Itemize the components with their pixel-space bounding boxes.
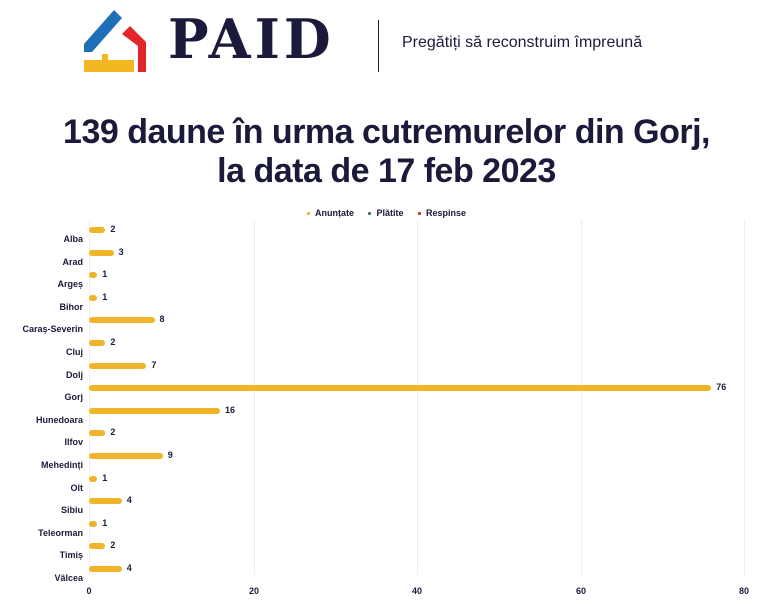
category-label: Mehedinți	[41, 460, 83, 470]
bar-row: 7 Dolj	[0, 360, 773, 382]
bar-anuntate[interactable]	[89, 249, 114, 256]
gridline	[417, 220, 418, 575]
bar-anuntate[interactable]	[89, 475, 98, 482]
tagline: Pregătiți să reconstruim împreună	[402, 34, 643, 51]
bar-value-label: 2	[110, 337, 116, 347]
logo-wordmark: PAID	[168, 7, 335, 71]
bar-value-label: 3	[118, 246, 124, 257]
category-label: Olt	[70, 482, 84, 493]
bar-row: 9 Mehedinți	[0, 450, 773, 472]
header: PAID Pregătiți să reconstruim împreună	[0, 0, 773, 80]
bar-row: 1 Olt	[0, 473, 773, 495]
bar-row: 1 Bihor	[0, 292, 773, 314]
bar-row: 2 Ilfov	[0, 427, 773, 449]
bar-row: 2 Timiș	[0, 540, 773, 562]
bar-row: 76 Gorj	[0, 382, 773, 404]
bar-value-label: 9	[167, 450, 173, 460]
category-label: Dolj	[66, 369, 83, 380]
category-label: Caraș-Severin	[22, 324, 83, 335]
category-label: Ilfov	[64, 437, 83, 448]
bar-anuntate[interactable]	[89, 272, 98, 279]
legend-marker-icon	[368, 212, 372, 216]
bar-row: 16 Hunedoara	[0, 405, 773, 427]
bar-anuntate[interactable]	[89, 566, 122, 572]
chart-legend: Anunțate Plătite Respinse	[0, 208, 773, 218]
legend-label: Plătite	[376, 208, 404, 218]
bar-anuntate[interactable]	[89, 340, 106, 346]
gridline	[581, 220, 582, 575]
category-label: Vâlcea	[54, 573, 83, 583]
legend-label: Anunțate	[314, 208, 354, 218]
bar-row: 1 Teleorman	[0, 518, 773, 540]
bar-anuntate[interactable]	[89, 543, 106, 550]
paid-house-logo-icon	[84, 10, 146, 72]
chart-title: 139 daune în urma cutremurelor din Gorj,…	[0, 113, 773, 191]
bar-anuntate[interactable]	[89, 227, 106, 233]
x-tick: 20	[248, 586, 260, 596]
legend-item-respinse[interactable]: Respinse	[418, 208, 466, 218]
bar-chart: 0 20 40 60 80 2 Alba 3 Arad 1 Argeș 1 Bihor 8 Car…	[0, 220, 773, 600]
bar-row: 1 Argeș	[0, 269, 773, 291]
bar-row: 3 Arad	[0, 247, 773, 269]
bar-value-label: 2	[110, 540, 116, 551]
legend-item-platite[interactable]: Plătite	[368, 208, 403, 218]
bar-anuntate[interactable]	[89, 385, 712, 392]
category-label: Argeș	[57, 279, 83, 290]
x-tick: 80	[738, 586, 750, 596]
bar-value-label: 1	[102, 517, 108, 528]
bar-row: 8 Caraș-Severin	[0, 314, 773, 336]
category-label: Hunedoara	[35, 414, 83, 425]
x-tick: 40	[411, 586, 423, 596]
bar-value-label: 4	[126, 495, 132, 506]
category-label: Arad	[62, 256, 83, 267]
bar-anuntate[interactable]	[89, 520, 98, 527]
x-tick: 60	[575, 586, 587, 596]
legend-marker-icon	[418, 212, 421, 216]
bar-row: 4 Vâlcea	[0, 563, 773, 585]
category-label: Alba	[63, 234, 83, 244]
bar-value-label: 76	[716, 382, 727, 393]
category-label: Sibiu	[61, 505, 83, 516]
bar-value-label: 2	[110, 224, 116, 234]
chart-title-line-1: 139 daune în urma cutremurelor din Gorj,	[63, 113, 710, 151]
category-label: Gorj	[64, 392, 83, 403]
gridline	[89, 220, 90, 575]
bar-anuntate[interactable]	[89, 362, 147, 369]
bar-value-label: 4	[126, 563, 132, 573]
bar-anuntate[interactable]	[89, 294, 98, 301]
bar-anuntate[interactable]	[89, 430, 106, 437]
bar-value-label: 2	[110, 427, 116, 438]
legend-item-anuntate[interactable]: Anunțate	[306, 208, 354, 218]
bar-value-label: 16	[225, 404, 236, 415]
legend-label: Respinse	[426, 208, 467, 218]
x-tick: 0	[86, 586, 92, 596]
bar-value-label: 7	[151, 359, 157, 370]
chart-title-line-2: la data de 17 feb 2023	[217, 152, 556, 190]
bar-row: 2 Alba	[0, 224, 773, 246]
category-label: Bihor	[59, 301, 84, 312]
bar-row: 2 Cluj	[0, 337, 773, 359]
category-label: Timiș	[59, 550, 83, 561]
bar-value-label: 1	[102, 291, 108, 302]
gridline	[744, 220, 745, 575]
bar-anuntate[interactable]	[89, 407, 220, 414]
bar-value-label: 1	[102, 472, 108, 483]
bar-anuntate[interactable]	[89, 498, 122, 505]
bar-anuntate[interactable]	[89, 317, 155, 324]
gridline	[254, 220, 255, 575]
bar-value-label: 8	[159, 314, 165, 325]
logo-divider	[378, 20, 379, 72]
bar-value-label: 1	[102, 269, 108, 280]
bar-row: 4 Sibiu	[0, 495, 773, 517]
legend-marker-icon	[306, 212, 310, 216]
bar-anuntate[interactable]	[89, 453, 163, 459]
category-label: Teleorman	[38, 527, 83, 538]
category-label: Cluj	[66, 347, 83, 357]
